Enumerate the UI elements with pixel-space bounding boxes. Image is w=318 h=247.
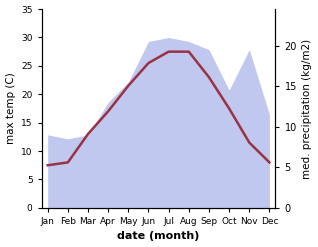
Y-axis label: med. precipitation (kg/m2): med. precipitation (kg/m2) [302, 38, 313, 179]
Y-axis label: max temp (C): max temp (C) [5, 73, 16, 144]
X-axis label: date (month): date (month) [117, 231, 200, 242]
